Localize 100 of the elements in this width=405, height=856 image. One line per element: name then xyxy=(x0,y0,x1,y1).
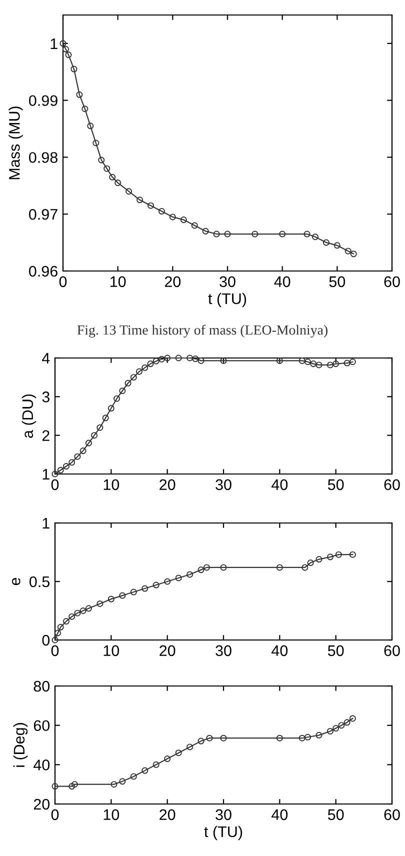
point xyxy=(164,756,171,762)
x-tick-label: 20 xyxy=(160,645,176,656)
x-axis-title: t (TU) xyxy=(208,292,246,308)
point xyxy=(98,156,105,164)
point xyxy=(130,588,137,596)
x-tick-label: 50 xyxy=(328,645,344,656)
x-tick-label: 10 xyxy=(104,809,120,820)
point xyxy=(109,174,116,180)
x-tick-label: 0 xyxy=(59,276,67,288)
point xyxy=(169,214,176,220)
y-tick-label: 0.98 xyxy=(29,152,58,163)
point xyxy=(338,722,345,729)
point xyxy=(87,122,94,130)
x-tick-label: 40 xyxy=(272,809,288,820)
y-tick-label: 4 xyxy=(42,353,50,364)
point xyxy=(108,405,114,412)
point xyxy=(119,388,126,394)
point xyxy=(142,364,148,371)
x-tick-label: 40 xyxy=(274,276,290,288)
y-axis-title: Mass (MU) xyxy=(8,106,23,180)
point xyxy=(119,592,126,599)
point xyxy=(335,551,342,558)
point xyxy=(316,362,322,368)
point xyxy=(344,248,352,254)
x-tick-label: 60 xyxy=(384,479,400,490)
point xyxy=(334,242,340,249)
y-tick-label: 1 xyxy=(42,469,50,480)
caption: Fig. 13 Time history of mass (LEO-Molniya) xyxy=(77,324,328,338)
point xyxy=(152,582,160,588)
y-axis-title: i (Deg) xyxy=(13,723,28,767)
point xyxy=(304,734,312,740)
point xyxy=(114,395,120,402)
point xyxy=(202,228,209,234)
point xyxy=(252,230,258,238)
point xyxy=(186,354,194,362)
point xyxy=(224,230,231,238)
point xyxy=(180,216,187,224)
x-tick-label: 50 xyxy=(328,479,344,490)
y-tick-label: 1 xyxy=(42,518,50,529)
point xyxy=(198,738,204,744)
point xyxy=(326,728,334,734)
point xyxy=(302,564,308,571)
y-tick-label: 2 xyxy=(42,430,50,441)
y-tick-label: 0 xyxy=(42,634,50,646)
y-axis-title: e xyxy=(12,578,20,586)
x-tick-label: 40 xyxy=(272,645,288,656)
point xyxy=(136,368,143,375)
point xyxy=(276,564,283,571)
point xyxy=(304,358,312,366)
point xyxy=(220,357,227,364)
point xyxy=(152,358,160,364)
point xyxy=(279,230,286,238)
point xyxy=(74,453,81,460)
point xyxy=(344,719,350,726)
point xyxy=(158,208,165,215)
point xyxy=(114,180,122,186)
x-tick-label: 10 xyxy=(104,479,120,490)
y-tick-label: 0.96 xyxy=(29,266,58,277)
y-axis-title: a (DU) xyxy=(22,394,36,438)
point xyxy=(96,424,104,431)
point xyxy=(175,574,182,582)
point xyxy=(130,773,137,780)
point xyxy=(104,165,110,172)
y-tick-label: 60 xyxy=(34,720,50,732)
point xyxy=(60,40,66,47)
point xyxy=(332,725,340,732)
point xyxy=(91,432,98,439)
point xyxy=(57,624,64,630)
point xyxy=(147,202,154,209)
point xyxy=(326,554,334,560)
point xyxy=(96,600,104,607)
x-tick-label: 30 xyxy=(216,645,232,656)
x-tick-label: 20 xyxy=(160,809,176,820)
point xyxy=(307,560,314,566)
point xyxy=(175,354,182,362)
point xyxy=(65,52,72,58)
point xyxy=(54,630,62,636)
point xyxy=(220,734,227,742)
point xyxy=(71,781,78,788)
point xyxy=(316,732,322,738)
point xyxy=(124,380,132,386)
point xyxy=(80,448,86,454)
point xyxy=(136,196,144,204)
x-tick-label: 30 xyxy=(220,276,236,288)
x-tick-label: 10 xyxy=(104,645,120,656)
y-tick-label: 0.99 xyxy=(29,95,58,106)
point xyxy=(298,357,306,364)
point xyxy=(130,374,137,381)
point xyxy=(276,357,283,364)
x-tick-label: 10 xyxy=(110,276,126,288)
point xyxy=(52,783,58,790)
point xyxy=(175,750,182,756)
point xyxy=(142,585,148,592)
point xyxy=(349,551,356,558)
point xyxy=(344,360,350,366)
point xyxy=(332,360,340,368)
point xyxy=(68,783,76,790)
point xyxy=(312,234,318,240)
x-tick-label: 50 xyxy=(328,809,344,820)
point xyxy=(108,596,114,602)
